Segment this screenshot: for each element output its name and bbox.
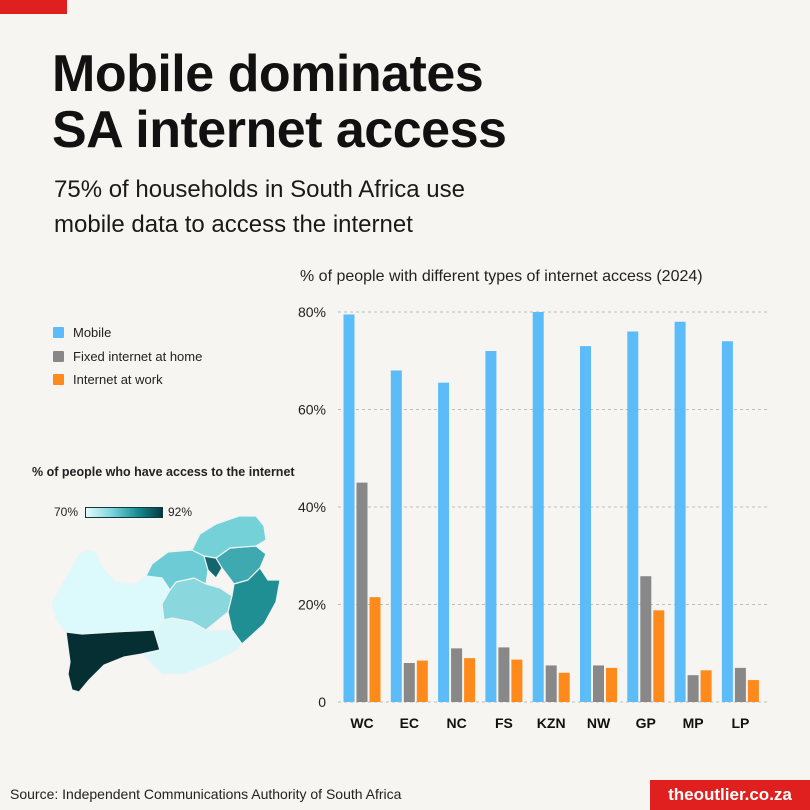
x-tick-label: GP [636,715,656,731]
bar-mobile-fs [485,351,497,702]
bar-mobile-mp [674,321,686,702]
map-region-nc [51,549,171,635]
legend-swatch-fixed [53,350,64,362]
page-subtitle: 75% of households in South Africa use mo… [54,172,754,242]
brand-logo[interactable]: theoutlier.co.za [650,780,810,810]
x-tick-label: EC [400,715,419,731]
bar-fixed-nc [451,648,463,702]
bar-work-ec [416,660,428,702]
y-tick-label: 40% [298,499,326,515]
chart-title: % of people with different types of inte… [300,268,703,285]
map-scale-max: 92% [168,505,193,519]
bar-work-kzn [558,672,570,702]
x-tick-label: NC [446,715,466,731]
y-tick-label: 60% [298,402,326,418]
x-tick-label: NW [587,715,611,731]
bar-fixed-kzn [545,665,557,702]
title-line-1: Mobile dominates [52,45,484,103]
bar-fixed-wc [356,482,368,702]
bar-work-lp [747,680,759,702]
bar-mobile-kzn [532,312,544,702]
bar-mobile-wc [343,314,355,702]
y-tick-label: 0 [318,694,326,710]
map-region-nw [145,549,209,591]
bar-work-wc [369,597,381,702]
bar-mobile-gp [627,331,639,702]
south-africa-map [51,515,281,693]
subtitle-line-2: mobile data to access the internet [54,211,413,238]
x-tick-label: FS [495,715,513,731]
legend-label-fixed: Fixed internet at home [73,348,203,364]
bar-fixed-fs [498,647,510,702]
x-tick-label: MP [683,715,704,731]
map-title: % of people who have access to the inter… [32,465,295,479]
accent-bar [0,0,67,14]
x-tick-label: WC [350,715,373,731]
bar-mobile-ec [390,370,402,702]
bar-mobile-nw [580,346,591,702]
bar-fixed-mp [687,675,699,702]
x-tick-label: KZN [537,715,566,731]
source-note: Source: Independent Communications Autho… [10,786,402,802]
bar-mobile-lp [721,341,733,702]
legend-swatch-mobile [53,327,64,339]
legend-swatch-work [53,374,64,386]
title-line-2: SA internet access [52,101,507,159]
bar-fixed-gp [640,576,652,702]
legend-item-mobile: Mobile [53,321,202,345]
legend-item-work: Internet at work [53,368,202,392]
bar-work-fs [511,659,523,702]
bar-work-mp [700,670,712,702]
bar-mobile-nc [438,382,450,702]
y-tick-label: 20% [298,597,326,613]
map-region-lp [191,515,267,559]
x-tick-label: LP [731,715,749,731]
page-title: Mobile dominates SA internet access [52,46,752,158]
bar-fixed-nw [593,665,604,702]
bar-work-gp [653,610,665,702]
map-region-wc [65,629,161,693]
subtitle-line-1: 75% of households in South Africa use [54,176,465,203]
bar-fixed-ec [403,663,415,702]
y-tick-label: 80% [298,304,326,320]
legend-label-mobile: Mobile [73,325,112,341]
map-region-kzn [227,567,281,645]
legend-item-fixed: Fixed internet at home [53,345,202,369]
legend-label-work: Internet at work [73,372,163,388]
bar-fixed-lp [734,667,746,702]
chart-legend: Mobile Fixed internet at home Internet a… [53,321,202,392]
bar-chart: 0 20% 40% 60% 80% WC EC NC FS KZN NW GP MP LP [298,304,768,731]
bar-work-nw [606,667,617,702]
bar-work-nc [464,658,476,702]
map-scale-min: 70% [54,505,79,519]
map-color-scale [85,507,163,518]
